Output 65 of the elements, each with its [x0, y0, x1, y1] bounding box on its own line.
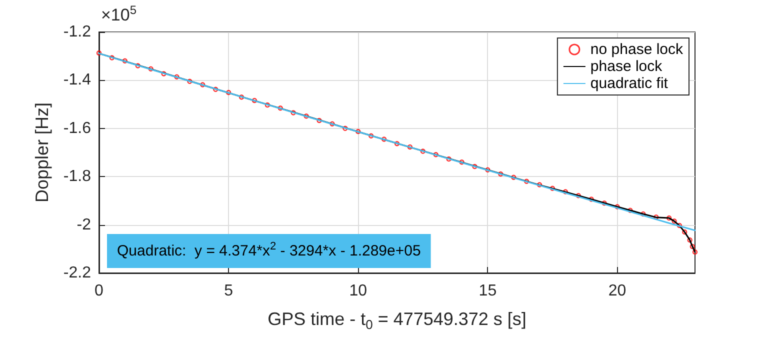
- point: [576, 193, 581, 198]
- point: [640, 211, 646, 217]
- y-tick-label: -1.2: [63, 24, 92, 40]
- point: [524, 178, 530, 184]
- point: [330, 121, 335, 126]
- point: [550, 186, 556, 192]
- point: [666, 215, 672, 221]
- y-tick-label: -2.2: [63, 264, 92, 282]
- point: [690, 244, 696, 250]
- point: [187, 78, 192, 84]
- point: [252, 98, 258, 104]
- y-tick-label: -1.4: [63, 72, 92, 89]
- legend-label: phase lock: [590, 58, 663, 75]
- point: [96, 50, 102, 56]
- point: [278, 106, 283, 111]
- point: [264, 102, 270, 108]
- point: [628, 208, 633, 213]
- point: [687, 237, 692, 243]
- point: [407, 144, 413, 150]
- point: [109, 55, 115, 60]
- point: [459, 160, 464, 165]
- point: [122, 58, 128, 64]
- point: [672, 218, 677, 224]
- point: [200, 82, 206, 88]
- point: [614, 204, 620, 210]
- point: [511, 174, 516, 180]
- x-tick-label: 15: [478, 282, 497, 300]
- legend-label: no phase lock: [590, 41, 684, 58]
- x-tick-label: 5: [224, 282, 234, 300]
- point: [420, 148, 426, 154]
- point: [290, 110, 296, 116]
- point: [485, 167, 490, 172]
- legend-label: quadratic fit: [590, 75, 669, 92]
- point: [676, 222, 682, 228]
- x-tick-label: 20: [608, 282, 626, 300]
- point: [161, 71, 166, 76]
- point: [682, 229, 688, 235]
- point: [692, 249, 698, 255]
- point: [356, 128, 361, 134]
- x-tick-label: 10: [349, 282, 368, 300]
- point: [381, 136, 387, 142]
- point: [588, 196, 594, 202]
- point: [304, 114, 309, 119]
- point: [536, 182, 542, 188]
- point: [316, 118, 322, 124]
- point: [342, 126, 348, 131]
- y-axis-title: Doppler [Hz]: [32, 102, 52, 203]
- point: [394, 140, 400, 146]
- x-tick-label: 0: [94, 282, 104, 300]
- point: [602, 200, 607, 206]
- point: [562, 189, 568, 194]
- y-tick-label: -1.6: [63, 120, 92, 137]
- point: [213, 86, 218, 92]
- point: [226, 90, 232, 96]
- point: [472, 164, 478, 170]
- point: [148, 66, 154, 72]
- y-tick-label: -2: [76, 216, 92, 234]
- point: [368, 133, 374, 138]
- point: [498, 171, 504, 177]
- point: [446, 156, 452, 162]
- y-tick-label: -1.8: [63, 168, 92, 186]
- point: [433, 152, 438, 158]
- point: [174, 74, 180, 80]
- point: [238, 94, 244, 100]
- point: [135, 63, 140, 68]
